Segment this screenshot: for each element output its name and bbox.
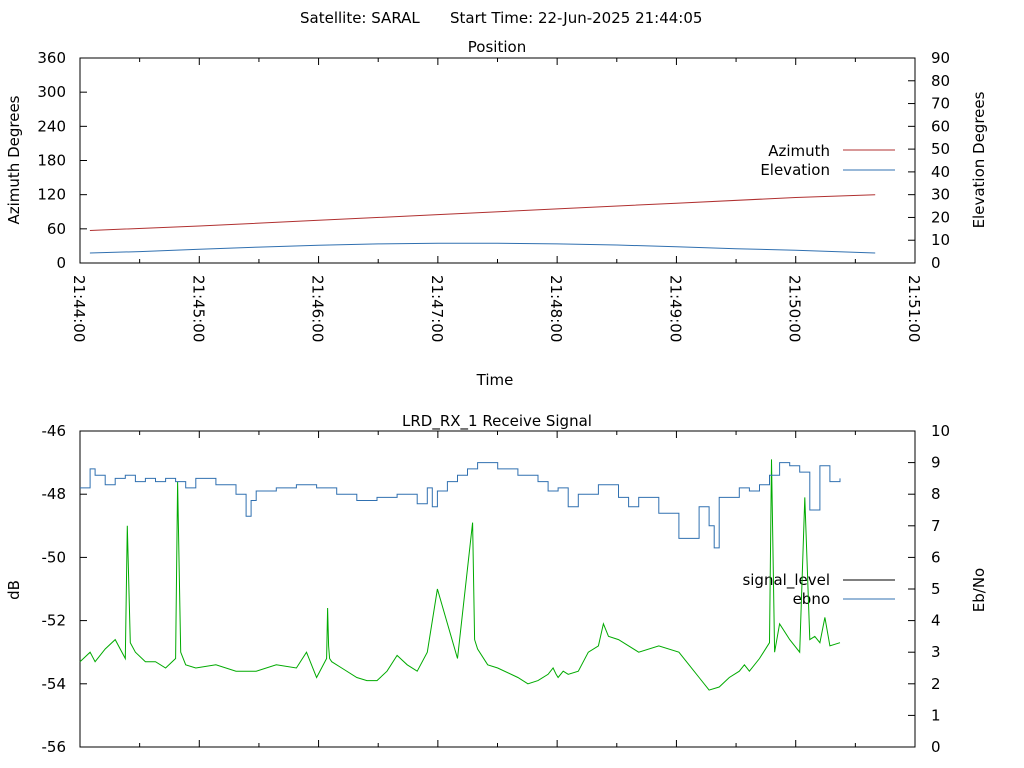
time-tick-label: 21:46:00: [309, 275, 327, 342]
position-x-axis-label: Time: [476, 371, 514, 389]
ebno-tick-label: 5: [931, 580, 941, 598]
elevation-tick-label: 0: [931, 254, 941, 272]
elevation-tick-label: 40: [931, 163, 950, 181]
db-tick-label: -50: [42, 548, 67, 566]
time-tick-label: 21:50:00: [786, 275, 804, 342]
azimuth-tick-label: 120: [37, 186, 66, 204]
elevation-tick-label: 20: [931, 208, 950, 226]
ebno-tick-label: 2: [931, 675, 941, 693]
azimuth-tick-label: 60: [47, 220, 66, 238]
azimuth-tick-label: 0: [56, 254, 66, 272]
elevation-tick-label: 50: [931, 140, 950, 158]
db-axis-label: dB: [5, 580, 23, 600]
ebno-tick-label: 10: [931, 422, 950, 440]
time-tick-label: 21:45:00: [189, 275, 207, 342]
azimuth-tick-label: 240: [37, 117, 66, 135]
chart-marks: 060120180240300360010203040506070809021:…: [37, 49, 950, 756]
series-elevation-line: [89, 242, 876, 254]
ebno-tick-label: 3: [931, 643, 941, 661]
legend-signal-level-label: signal_level: [742, 571, 830, 590]
time-tick-label: 21:51:00: [905, 275, 923, 342]
ebno-tick-label: 1: [931, 706, 941, 724]
legend-elevation-label: Elevation: [760, 161, 830, 179]
azimuth-tick-label: 180: [37, 152, 66, 170]
elevation-tick-label: 30: [931, 186, 950, 204]
elevation-tick-label: 90: [931, 49, 950, 67]
elevation-tick-label: 70: [931, 95, 950, 113]
elevation-tick-label: 80: [931, 72, 950, 90]
legend-ebno-label: ebno: [793, 590, 830, 608]
legend-azimuth-label: Azimuth: [768, 142, 830, 160]
ebno-tick-label: 9: [931, 454, 941, 472]
ebno-tick-label: 7: [931, 517, 941, 535]
db-tick-label: -56: [42, 738, 67, 756]
signal-chart-title: LRD_RX_1 Receive Signal: [402, 412, 592, 431]
db-tick-label: -48: [42, 485, 67, 503]
ebno-tick-label: 0: [931, 738, 941, 756]
series-azimuth-line: [89, 194, 876, 231]
time-tick-label: 21:47:00: [428, 275, 446, 342]
position-chart-title: Position: [468, 38, 526, 56]
start-time-label: Start Time: 22-Jun-2025 21:44:05: [450, 9, 702, 27]
ebno-tick-label: 8: [931, 485, 941, 503]
db-tick-label: -46: [42, 422, 67, 440]
azimuth-tick-label: 300: [37, 83, 66, 101]
series-signal-level-line: [79, 459, 841, 691]
ebno-tick-label: 4: [931, 612, 941, 630]
elevation-tick-label: 10: [931, 231, 950, 249]
series-ebno-line: [80, 462, 841, 549]
ebno-axis-label: Eb/No: [970, 568, 988, 612]
satellite-label: Satellite: SARAL: [300, 9, 420, 27]
db-tick-label: -52: [42, 612, 67, 630]
time-tick-label: 21:44:00: [70, 275, 88, 342]
db-tick-label: -54: [42, 675, 67, 693]
elevation-axis-label: Elevation Degrees: [970, 91, 988, 228]
time-tick-label: 21:49:00: [666, 275, 684, 342]
ebno-tick-label: 6: [931, 548, 941, 566]
azimuth-tick-label: 360: [37, 49, 66, 67]
azimuth-axis-label: Azimuth Degrees: [5, 95, 23, 224]
time-tick-label: 21:48:00: [547, 275, 565, 342]
elevation-tick-label: 60: [931, 117, 950, 135]
